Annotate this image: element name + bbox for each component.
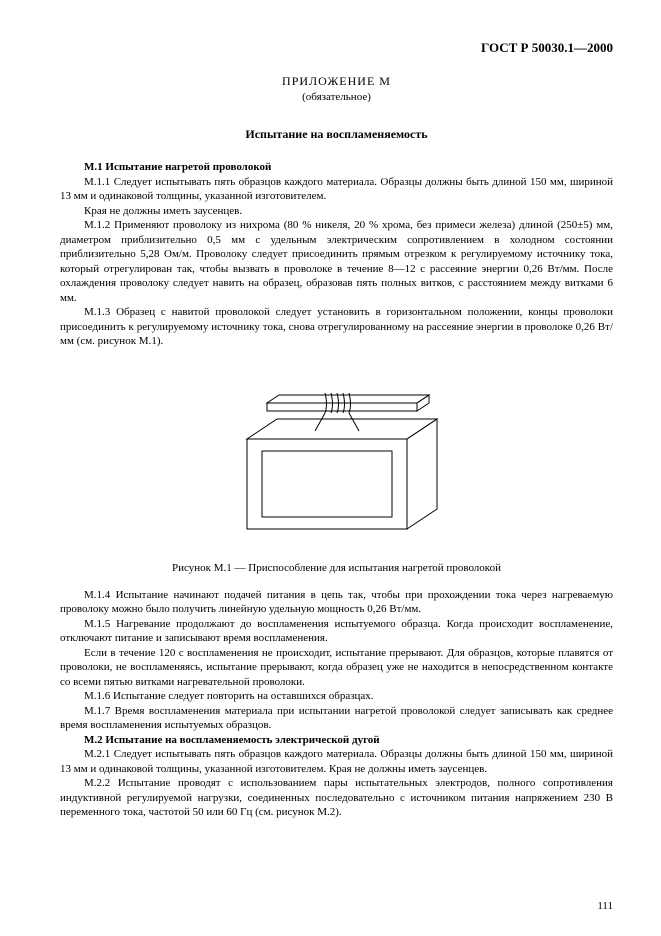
paragraph-m2-1: М.2.1 Следует испытывать пять образцов к…: [60, 747, 613, 776]
m2-heading: М.2 Испытание на воспламеняемость электр…: [84, 734, 380, 746]
paragraph-m1-6: М.1.6 Испытание следует повторить на ост…: [60, 689, 613, 704]
body-text-block-2: М.1.4 Испытание начинают подачей питания…: [60, 588, 613, 820]
figure-m1: [60, 359, 613, 554]
paragraph-m1-1: М.1.1 Следует испытывать пять образцов к…: [60, 175, 613, 204]
document-id: ГОСТ Р 50030.1—2000: [60, 40, 613, 56]
figure-caption: Рисунок М.1 — Приспособление для испытан…: [60, 562, 613, 574]
paragraph-m1-2: М.1.2 Применяют проволоку из нихрома (80…: [60, 218, 613, 305]
m1-heading: М.1 Испытание нагретой проволокой: [84, 161, 271, 173]
appendix-subtitle: (обязательное): [60, 91, 613, 103]
page-number: 111: [597, 900, 613, 912]
appendix-title: ПРИЛОЖЕНИЕ М: [60, 74, 613, 89]
fixture-diagram-icon: [207, 359, 467, 549]
paragraph-m1-7: М.1.7 Время воспламенения материала при …: [60, 704, 613, 733]
section-title: Испытание на воспламеняемость: [60, 127, 613, 142]
paragraph-m1-5b: Если в течение 120 с воспламенения не пр…: [60, 646, 613, 690]
paragraph-m1-edges: Края не должны иметь заусенцев.: [60, 204, 613, 219]
paragraph-m2-2: М.2.2 Испытание проводят с использование…: [60, 776, 613, 820]
paragraph-m1-3: М.1.3 Образец с навитой проволокой следу…: [60, 305, 613, 349]
page-container: ГОСТ Р 50030.1—2000 ПРИЛОЖЕНИЕ М (обязат…: [0, 0, 661, 936]
paragraph-m1-4: М.1.4 Испытание начинают подачей питания…: [60, 588, 613, 617]
paragraph-m1-5: М.1.5 Нагревание продолжают до воспламен…: [60, 617, 613, 646]
body-text-block-1: М.1 Испытание нагретой проволокой М.1.1 …: [60, 160, 613, 349]
